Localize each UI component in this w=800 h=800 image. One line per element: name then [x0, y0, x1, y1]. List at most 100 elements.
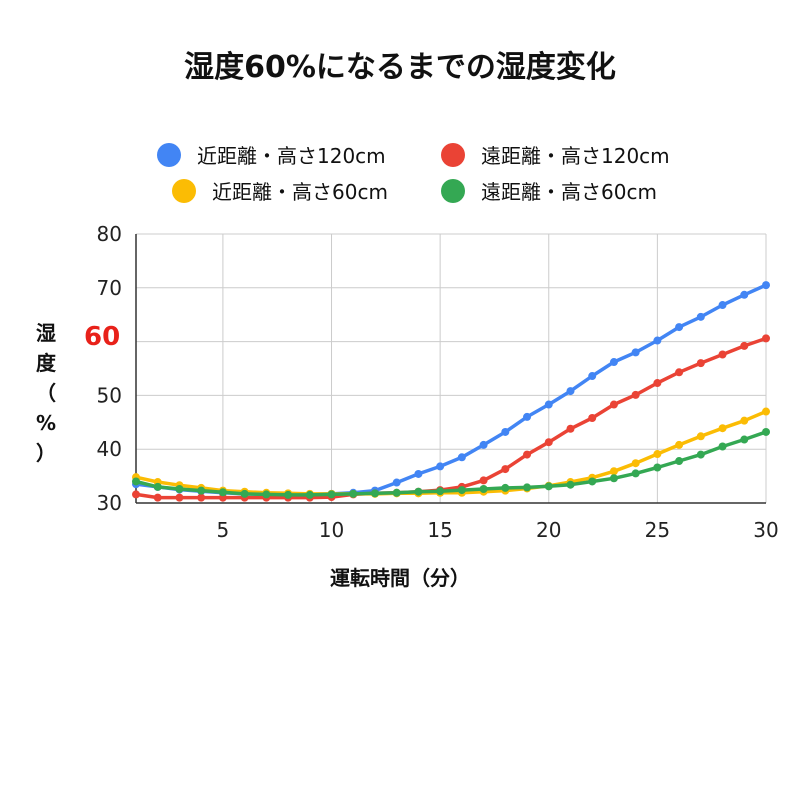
- data-point: [523, 450, 532, 459]
- data-point: [762, 334, 770, 343]
- data-point: [544, 482, 553, 491]
- series-line: [134, 409, 768, 496]
- data-point: [653, 336, 662, 345]
- data-point: [262, 490, 271, 499]
- data-point: [762, 407, 770, 416]
- data-point: [479, 476, 488, 485]
- data-point: [740, 416, 749, 425]
- chart-title: 湿度60%になるまでの湿度変化: [184, 50, 616, 85]
- data-point: [609, 358, 618, 367]
- data-point: [631, 469, 640, 478]
- y-tick-label: 50: [97, 383, 122, 407]
- legend-item: 近距離・高さ60cm: [172, 176, 388, 205]
- legend-swatch: [441, 178, 465, 203]
- tick-labels: 30 40 50 70 80 5 10 15 20 25 30: [97, 222, 779, 542]
- data-point: [718, 301, 727, 310]
- data-point: [609, 467, 618, 476]
- data-point: [696, 450, 705, 459]
- data-point: [566, 424, 575, 433]
- x-tick-label: 30: [753, 518, 778, 542]
- series-1: [132, 281, 770, 499]
- data-point: [588, 477, 597, 486]
- data-point: [240, 489, 249, 498]
- y-tick-label: 80: [97, 222, 122, 246]
- y-axis-label-char: ）: [36, 441, 56, 465]
- data-point: [609, 474, 618, 483]
- data-point: [588, 372, 597, 381]
- y-axis-label-char: 度: [36, 351, 56, 375]
- data-point: [631, 348, 640, 357]
- data-point: [479, 485, 488, 494]
- legend-item: 近距離・高さ120cm: [157, 140, 386, 169]
- data-point: [631, 459, 640, 468]
- data-point: [675, 440, 684, 449]
- data-point: [696, 432, 705, 441]
- data-point: [501, 465, 510, 474]
- data-point: [675, 457, 684, 466]
- data-point: [566, 480, 575, 489]
- legend-swatch: [157, 142, 181, 167]
- data-point: [653, 463, 662, 472]
- series-3: [132, 407, 770, 498]
- y-tick-label: 30: [97, 491, 122, 515]
- legend-item: 遠距離・高さ60cm: [441, 176, 657, 205]
- data-point: [457, 453, 466, 462]
- data-point: [305, 490, 314, 499]
- x-tick-label: 5: [217, 518, 230, 542]
- data-point: [132, 477, 140, 486]
- legend-item: 遠距離・高さ120cm: [441, 140, 670, 169]
- series-layer: [132, 281, 770, 502]
- y-tick-label: 40: [97, 437, 122, 461]
- data-point: [653, 450, 662, 459]
- legend-swatch: [441, 142, 465, 167]
- data-point: [718, 442, 727, 451]
- data-point: [370, 489, 379, 498]
- data-point: [197, 493, 206, 502]
- data-point: [653, 379, 662, 388]
- data-point: [349, 489, 358, 498]
- data-point: [566, 387, 575, 396]
- data-point: [327, 490, 336, 499]
- data-point: [609, 400, 618, 409]
- series-line: [134, 336, 768, 500]
- data-point: [284, 490, 293, 499]
- y-tick-label: 70: [97, 276, 122, 300]
- data-point: [153, 493, 162, 502]
- data-point: [479, 440, 488, 449]
- data-point: [414, 487, 423, 496]
- data-point: [436, 462, 445, 471]
- legend-label: 遠距離・高さ60cm: [481, 180, 657, 204]
- data-point: [175, 485, 184, 494]
- data-point: [631, 390, 640, 399]
- data-point: [501, 483, 510, 492]
- x-tick-label: 20: [536, 518, 561, 542]
- data-point: [718, 424, 727, 433]
- data-point: [718, 350, 727, 359]
- data-point: [740, 341, 749, 350]
- data-point: [740, 290, 749, 299]
- data-point: [132, 490, 140, 499]
- data-point: [457, 486, 466, 495]
- data-point: [197, 486, 206, 495]
- data-point: [523, 483, 532, 492]
- data-point: [740, 435, 749, 444]
- data-point: [544, 438, 553, 447]
- data-point: [675, 368, 684, 377]
- data-point: [153, 482, 162, 491]
- y-axis-label-char: %: [35, 411, 57, 435]
- data-point: [218, 488, 227, 497]
- data-point: [392, 488, 401, 497]
- legend-label: 近距離・高さ60cm: [212, 180, 388, 204]
- axes: [135, 234, 766, 504]
- y-axis-label: 湿 度 （ % ）: [28, 318, 64, 468]
- data-point: [588, 413, 597, 422]
- x-tick-label: 10: [319, 518, 344, 542]
- data-point: [523, 412, 532, 421]
- series-2: [132, 334, 770, 502]
- y-tick-highlight-60: 60: [84, 322, 121, 352]
- legend-swatch: [172, 178, 196, 203]
- data-point: [175, 493, 184, 502]
- data-point: [501, 427, 510, 436]
- legend-label: 近距離・高さ120cm: [197, 144, 386, 168]
